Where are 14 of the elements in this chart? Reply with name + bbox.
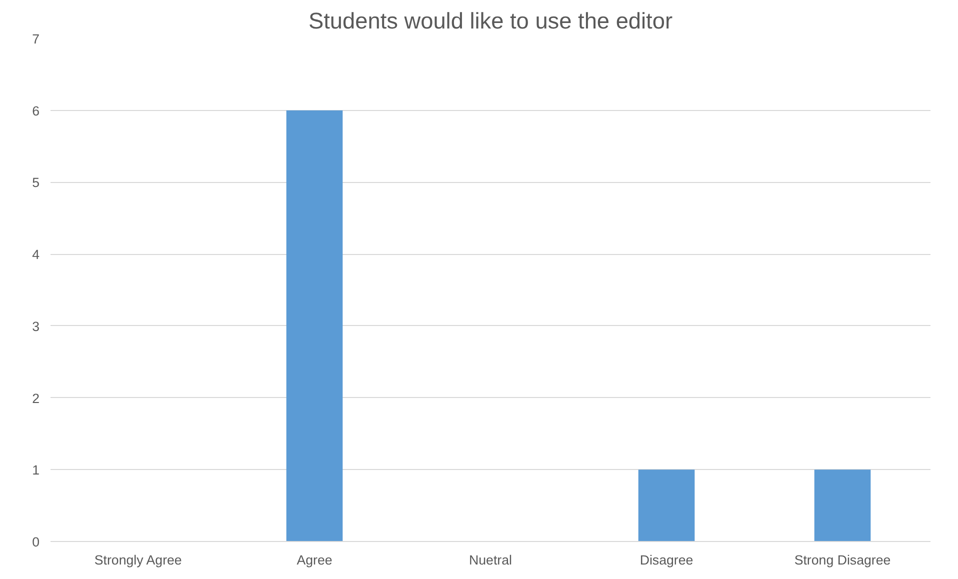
y-tick-label: 3 xyxy=(32,318,40,334)
y-tick-label: 5 xyxy=(32,175,40,190)
chart-title: Students would like to use the editor xyxy=(308,8,673,34)
x-tick-label: Nuetral xyxy=(469,552,512,568)
x-tick-label: Disagree xyxy=(640,552,694,568)
x-tick-label: Agree xyxy=(296,552,332,568)
y-tick-label: 4 xyxy=(32,247,40,262)
y-tick-label: 6 xyxy=(32,103,40,118)
y-tick-label: 2 xyxy=(32,390,40,406)
y-tick-label: 1 xyxy=(32,462,40,478)
y-tick-label: 7 xyxy=(32,32,40,46)
x-tick-label: Strongly Agree xyxy=(94,552,182,568)
x-tick-label: Strong Disagree xyxy=(794,552,891,568)
y-tick-label: 0 xyxy=(32,534,40,550)
